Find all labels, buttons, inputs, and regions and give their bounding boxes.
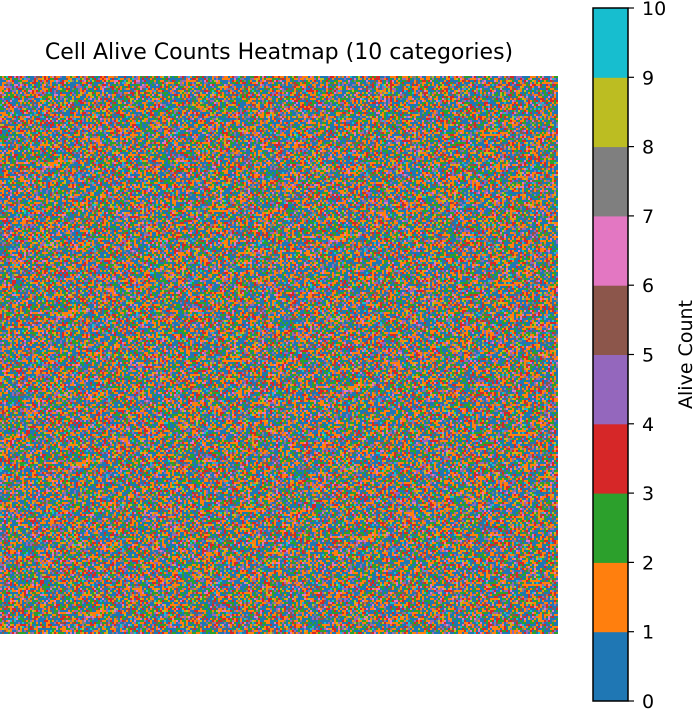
- chart-title: Cell Alive Counts Heatmap (10 categories…: [44, 40, 514, 65]
- colorbar-segment-8: [593, 77, 628, 148]
- colorbar-segment-6: [593, 215, 628, 286]
- colorbar-tick-label: 3: [642, 483, 654, 505]
- colorbar-tick-label: 7: [642, 206, 654, 228]
- colorbar-tick-label: 2: [642, 552, 654, 574]
- colorbar-segment-5: [593, 285, 628, 355]
- colorbar-segment-2: [593, 493, 628, 563]
- colorbar-tick-label: 9: [642, 67, 654, 89]
- colorbar-segment-1: [593, 562, 628, 633]
- heatmap-grid: [0, 76, 558, 634]
- colorbar-segment-9: [593, 8, 628, 78]
- colorbar-segment-0: [593, 631, 628, 702]
- colorbar-segment-3: [593, 423, 628, 494]
- colorbar-tick-label: 6: [642, 275, 654, 297]
- colorbar-tick-label: 1: [642, 622, 654, 644]
- colorbar-tick-label: 5: [642, 345, 654, 367]
- colorbar-segment-4: [593, 354, 628, 425]
- colorbar-label: Alive Count: [675, 300, 696, 409]
- colorbar-tick-label: 0: [642, 691, 654, 713]
- colorbar-segment-7: [593, 146, 628, 217]
- colorbar-tick-label: 4: [642, 414, 654, 436]
- colorbar-tick-label: 10: [642, 0, 666, 20]
- colorbar-tick-label: 8: [642, 137, 654, 159]
